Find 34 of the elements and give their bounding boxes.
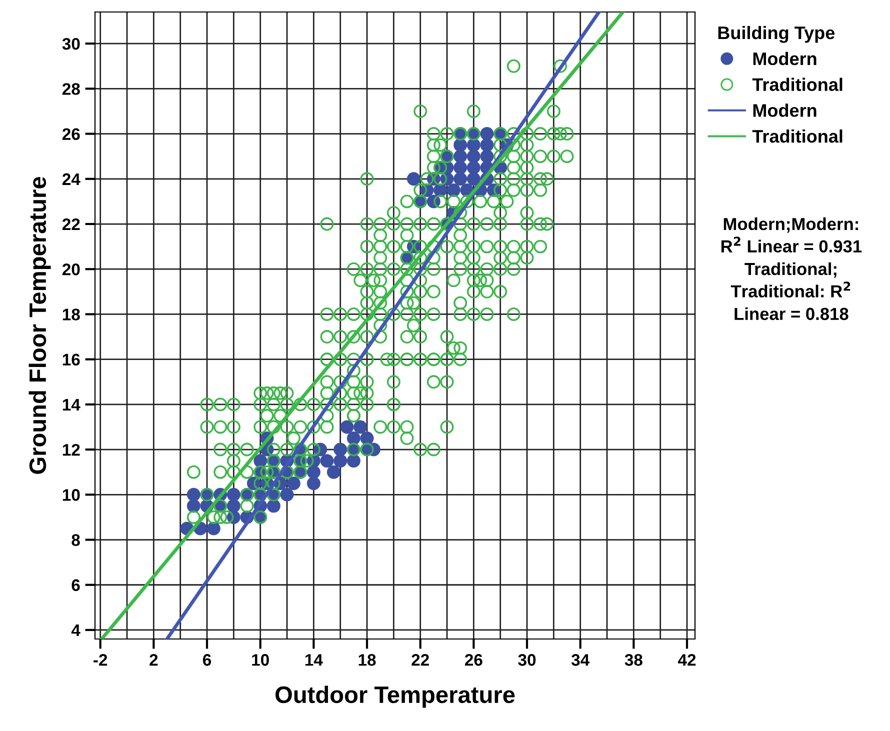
- x-axis-title: Outdoor Temperature: [276, 686, 515, 708]
- x-tick-label: -2: [94, 654, 108, 666]
- x-tick-label: 42: [678, 654, 696, 666]
- y-tick-label: 30: [62, 38, 80, 50]
- y-tick-label: 28: [62, 83, 80, 95]
- x-tick-label: 30: [518, 654, 536, 666]
- y-tick-label: 4: [71, 624, 80, 636]
- x-tick-label: 6: [202, 654, 212, 666]
- x-tick-label: 14: [305, 654, 323, 666]
- y-axis-title: Ground Floor Temperature: [28, 176, 51, 474]
- x-tick-label: 2: [150, 654, 158, 666]
- y-tick-label: 16: [62, 354, 80, 366]
- y-tick-label: 14: [62, 399, 80, 410]
- legend-label: Traditional: [752, 129, 842, 143]
- legend-title: Building Type: [718, 26, 835, 43]
- text: Modern;Modern: R$^{2}$ Linear = 0.931 Traditional; Traditional: R$^{2}$ Linear = 0.818: [721, 217, 862, 320]
- y-tick-label: 26: [62, 128, 80, 140]
- y-tick-label: 8: [72, 534, 80, 546]
- y-tick-label: 18: [62, 308, 80, 320]
- x-tick-label: 18: [358, 654, 376, 666]
- x-tick-label: 10: [252, 654, 269, 666]
- x-tick-label: 38: [624, 654, 642, 666]
- x-tick-label: 22: [412, 654, 429, 666]
- legend-label: Traditional: [752, 78, 842, 92]
- y-tick-label: 6: [72, 579, 80, 592]
- x-tick-label: 34: [571, 654, 590, 666]
- legend-label: Modern: [753, 52, 816, 66]
- x-tick-label: 26: [464, 654, 482, 666]
- legend-label: Modern: [753, 104, 816, 117]
- y-tick-label: 10: [62, 489, 80, 501]
- y-tick-label: 20: [62, 264, 80, 276]
- y-tick-label: 12: [62, 444, 80, 456]
- y-tick-label: 24: [62, 173, 80, 185]
- y-tick-label: 22: [62, 218, 80, 230]
